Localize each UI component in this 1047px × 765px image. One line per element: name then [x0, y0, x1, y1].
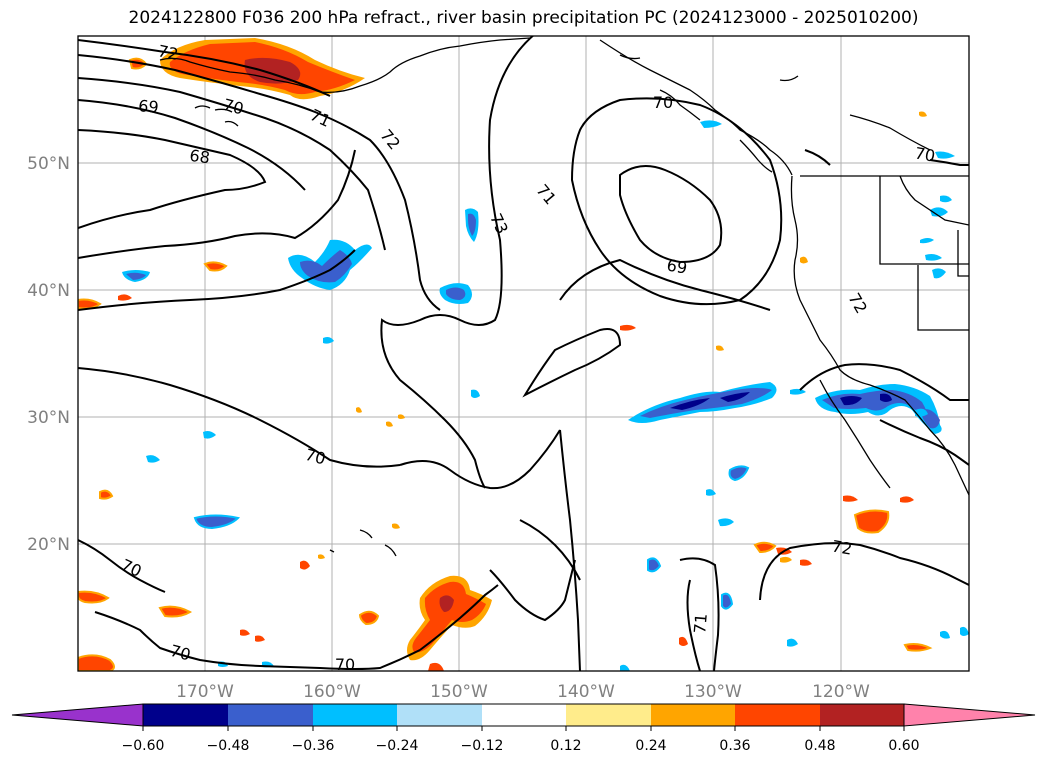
longitude-labels: 170°W 160°W 150°W 140°W 130°W 120°W	[176, 682, 870, 702]
contour-label: 70	[335, 655, 355, 674]
colorbar-tick-label: −0.36	[292, 738, 335, 754]
contour-label: 71	[690, 613, 711, 635]
lat-label-50n: 50°N	[27, 154, 70, 174]
lon-label-140w: 140°W	[557, 682, 615, 702]
colorbar-tick-label: 0.60	[888, 738, 919, 754]
colorbar-bin	[651, 704, 735, 726]
colorbar-bin	[820, 704, 904, 726]
contour-label: 70	[653, 93, 673, 112]
contour-label: 68	[188, 146, 211, 168]
lon-label-120w: 120°W	[812, 682, 870, 702]
contour-label: 70	[913, 143, 936, 165]
colorbar-bin	[228, 704, 313, 726]
coastlines	[159, 37, 969, 557]
colorbar-bin	[566, 704, 651, 726]
refractivity-contours	[78, 36, 969, 671]
lon-label-160w: 160°W	[303, 682, 361, 702]
contour-label: 69	[138, 96, 160, 117]
lat-label-20n: 20°N	[27, 535, 70, 555]
precip-shading	[78, 38, 969, 671]
map-border	[77, 35, 970, 672]
contour-label: 70	[168, 641, 193, 665]
colorbar-tick-label: −0.48	[207, 738, 250, 754]
colorbar-under-arrow	[11, 703, 144, 727]
lon-label-170w: 170°W	[176, 682, 234, 702]
contour-label: 70	[303, 445, 328, 469]
colorbar-bin	[143, 704, 228, 726]
colorbar-bin	[735, 704, 820, 726]
colorbar-tick-label: −0.12	[461, 738, 504, 754]
lat-label-40n: 40°N	[27, 281, 70, 301]
contour-label: 70	[221, 95, 246, 119]
map-title: 2024122800 F036 200 hPa refract., river …	[128, 8, 919, 28]
colorbar-outline	[142, 703, 905, 727]
lon-label-130w: 130°W	[684, 682, 742, 702]
colorbar-tick-label: 0.36	[719, 738, 750, 754]
colorbar-tick-label: 0.48	[804, 738, 835, 754]
contour-label: 69	[665, 255, 688, 277]
contour-label: 72	[156, 41, 180, 64]
colorbar-over-arrow	[903, 703, 1036, 727]
contour-label: 72	[830, 536, 853, 558]
colorbar-tick-label: 0.24	[635, 738, 666, 754]
lon-label-150w: 150°W	[430, 682, 488, 702]
colorbar-tick-label: −0.60	[122, 738, 165, 754]
colorbar: −0.60 −0.48 −0.36 −0.24 −0.12 0.12 0.24 …	[11, 703, 1036, 754]
colorbar-bin	[313, 704, 397, 726]
colorbar-tick-label: −0.24	[376, 738, 419, 754]
latitude-labels: 50°N 40°N 30°N 20°N	[27, 154, 70, 555]
lat-label-30n: 30°N	[27, 408, 70, 428]
colorbar-bin	[482, 704, 566, 726]
colorbar-tick-label: 0.12	[550, 738, 581, 754]
map-frame	[78, 36, 969, 671]
colorbar-bin	[397, 704, 482, 726]
